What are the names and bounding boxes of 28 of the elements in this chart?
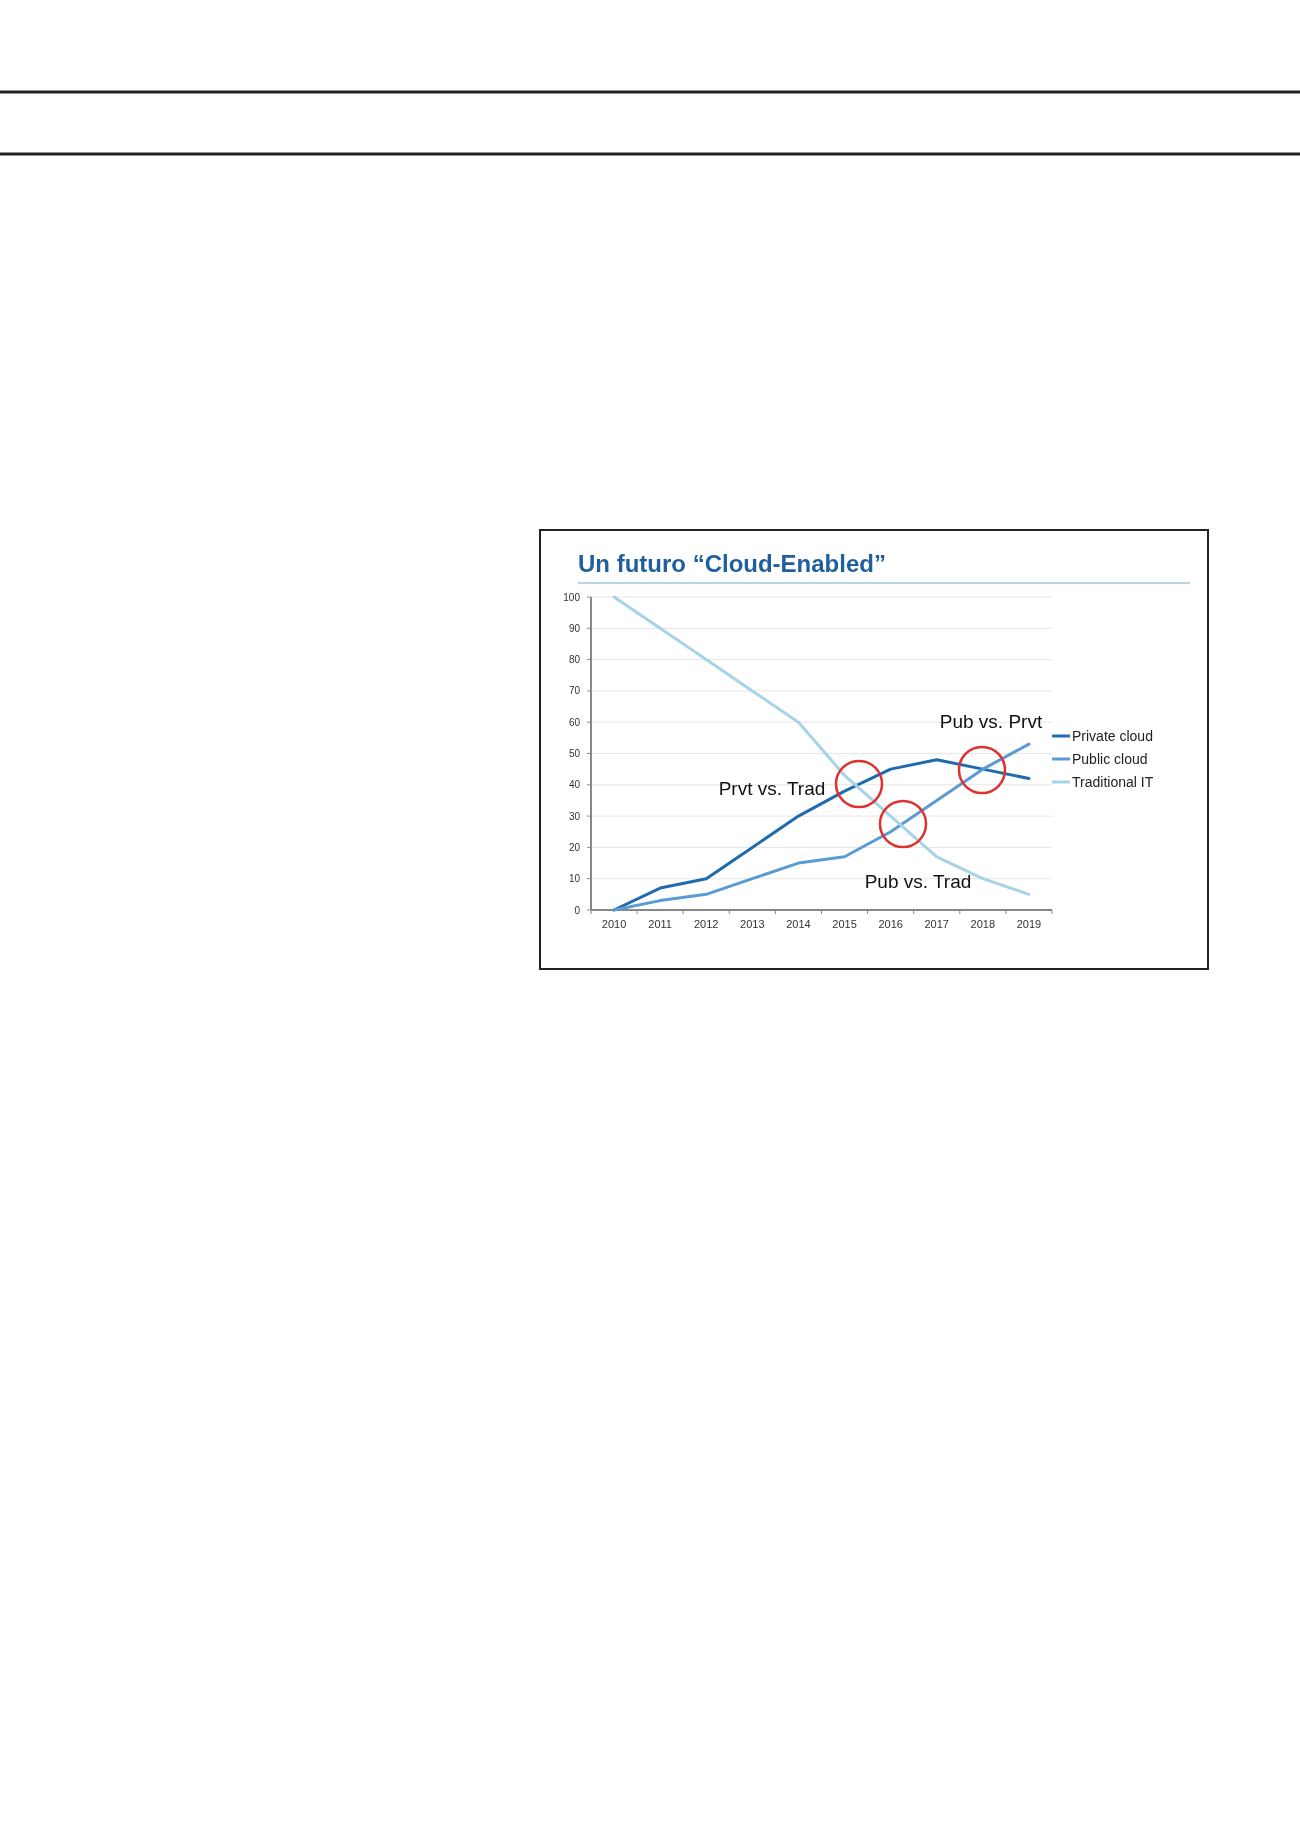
x-tick-label: 2014 xyxy=(786,918,811,930)
legend-label: Private cloud xyxy=(1072,727,1153,744)
annotation: Pub vs. Prvt xyxy=(939,711,1043,732)
annotation: Prvt vs. Trad xyxy=(718,778,826,799)
x-tick-label: 2016 xyxy=(878,918,903,930)
x-tick-label: 2018 xyxy=(970,918,996,930)
y-tick-label: 90 xyxy=(568,622,581,634)
x-tick-label: 2019 xyxy=(1016,918,1042,930)
x-tick-label: 2012 xyxy=(694,918,719,930)
y-tick-label: 100 xyxy=(563,591,581,603)
legend-label: Traditional IT xyxy=(1072,773,1154,790)
x-tick-label: 2010 xyxy=(601,918,627,930)
y-tick-label: 70 xyxy=(568,685,581,697)
y-tick-label: 50 xyxy=(568,748,581,759)
annotation: Pub vs. Trad xyxy=(864,871,972,892)
y-tick-label: 10 xyxy=(568,873,581,885)
x-tick-label: 2015 xyxy=(832,918,857,930)
y-tick-label: 80 xyxy=(568,654,581,666)
y-tick-label: 20 xyxy=(568,841,581,853)
y-tick-label: 40 xyxy=(568,779,581,791)
y-tick-label: 60 xyxy=(568,716,581,728)
x-tick-label: 2011 xyxy=(648,918,672,930)
chart-title: Un futuro “Cloud-Enabled” xyxy=(578,550,886,577)
x-tick-label: 2017 xyxy=(924,918,949,930)
legend-label: Public cloud xyxy=(1072,750,1148,767)
x-tick-label: 2013 xyxy=(740,918,765,930)
y-tick-label: 30 xyxy=(568,810,581,822)
y-tick-label: 0 xyxy=(574,904,581,916)
